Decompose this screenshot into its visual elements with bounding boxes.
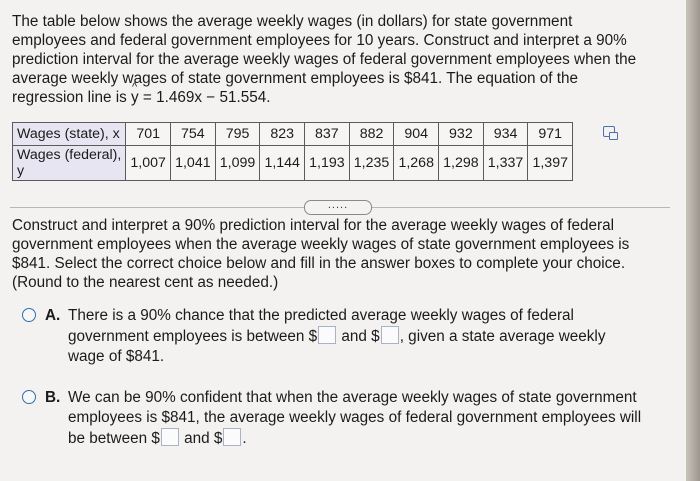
choice-b-letter: B.	[45, 389, 61, 406]
table-cell: 1,007	[125, 145, 172, 181]
y-hat-symbol: y	[131, 78, 139, 107]
question-line: Construct and interpret a 90% prediction…	[12, 217, 615, 234]
table-cell: 1,099	[214, 145, 261, 181]
table-cell: 1,193	[304, 145, 350, 181]
answer-box-a-upper[interactable]	[380, 326, 399, 344]
intro-line: average weekly wages of state government…	[12, 70, 579, 87]
choice-b-radio[interactable]	[22, 390, 36, 404]
table-cell: 1,268	[393, 145, 440, 181]
table-cell: 1,298	[438, 145, 484, 181]
table-cell: 1,397	[527, 145, 574, 181]
table-cell: 823	[259, 122, 306, 146]
table-cell: 971	[527, 122, 574, 146]
row-header-state: Wages (state), x	[11, 122, 127, 146]
table-cell: 754	[170, 122, 216, 146]
table-cell: 934	[482, 122, 529, 146]
table-cell: 1,337	[482, 145, 529, 181]
answer-box-b-upper[interactable]	[223, 428, 242, 446]
question-line: $841. Select the correct choice below an…	[12, 255, 626, 272]
choice-a-radio[interactable]	[22, 308, 36, 322]
answer-box-a-lower[interactable]	[318, 326, 337, 344]
intro-line: prediction interval for the average week…	[12, 51, 637, 68]
expand-more-button[interactable]: .....	[304, 200, 372, 215]
wages-table: Wages (state), x 701 754 795 823 837 882…	[11, 122, 574, 181]
intro-line: The table below shows the average weekly…	[12, 13, 573, 30]
answer-box-b-lower[interactable]	[160, 428, 179, 446]
table-cell: 882	[348, 122, 395, 146]
row-header-federal: Wages (federal), y	[11, 145, 127, 181]
table-cell: 1,144	[259, 145, 306, 181]
table-cell: 701	[125, 122, 172, 146]
table-row-state: Wages (state), x 701 754 795 823 837 882…	[11, 122, 574, 146]
choice-b-text: We can be 90% confident that when the av…	[68, 389, 642, 447]
table-cell: 1,041	[170, 145, 216, 181]
table-cell: 837	[304, 122, 350, 146]
question-line: (Round to the nearest cent as needed.)	[12, 274, 279, 291]
problem-statement: The table below shows the average weekly…	[12, 12, 672, 107]
intro-line: employees and federal government employe…	[12, 32, 627, 49]
table-cell: 795	[214, 122, 261, 146]
table-cell: 932	[438, 122, 484, 146]
choice-a-letter: A.	[45, 307, 61, 324]
table-cell: 1,235	[348, 145, 395, 181]
question-line: government employees when the average we…	[12, 236, 630, 253]
table-row-federal: Wages (federal), y 1,007 1,041 1,099 1,14…	[11, 145, 574, 181]
question-prompt: Construct and interpret a 90% prediction…	[12, 216, 674, 292]
regression-equation: regression line is y = 1.469x − 51.554.	[12, 78, 672, 107]
copy-data-icon[interactable]	[603, 126, 618, 140]
table-cell: 904	[393, 122, 440, 146]
choice-a-text: There is a 90% chance that the predicted…	[68, 307, 606, 365]
page-edge	[686, 0, 700, 481]
